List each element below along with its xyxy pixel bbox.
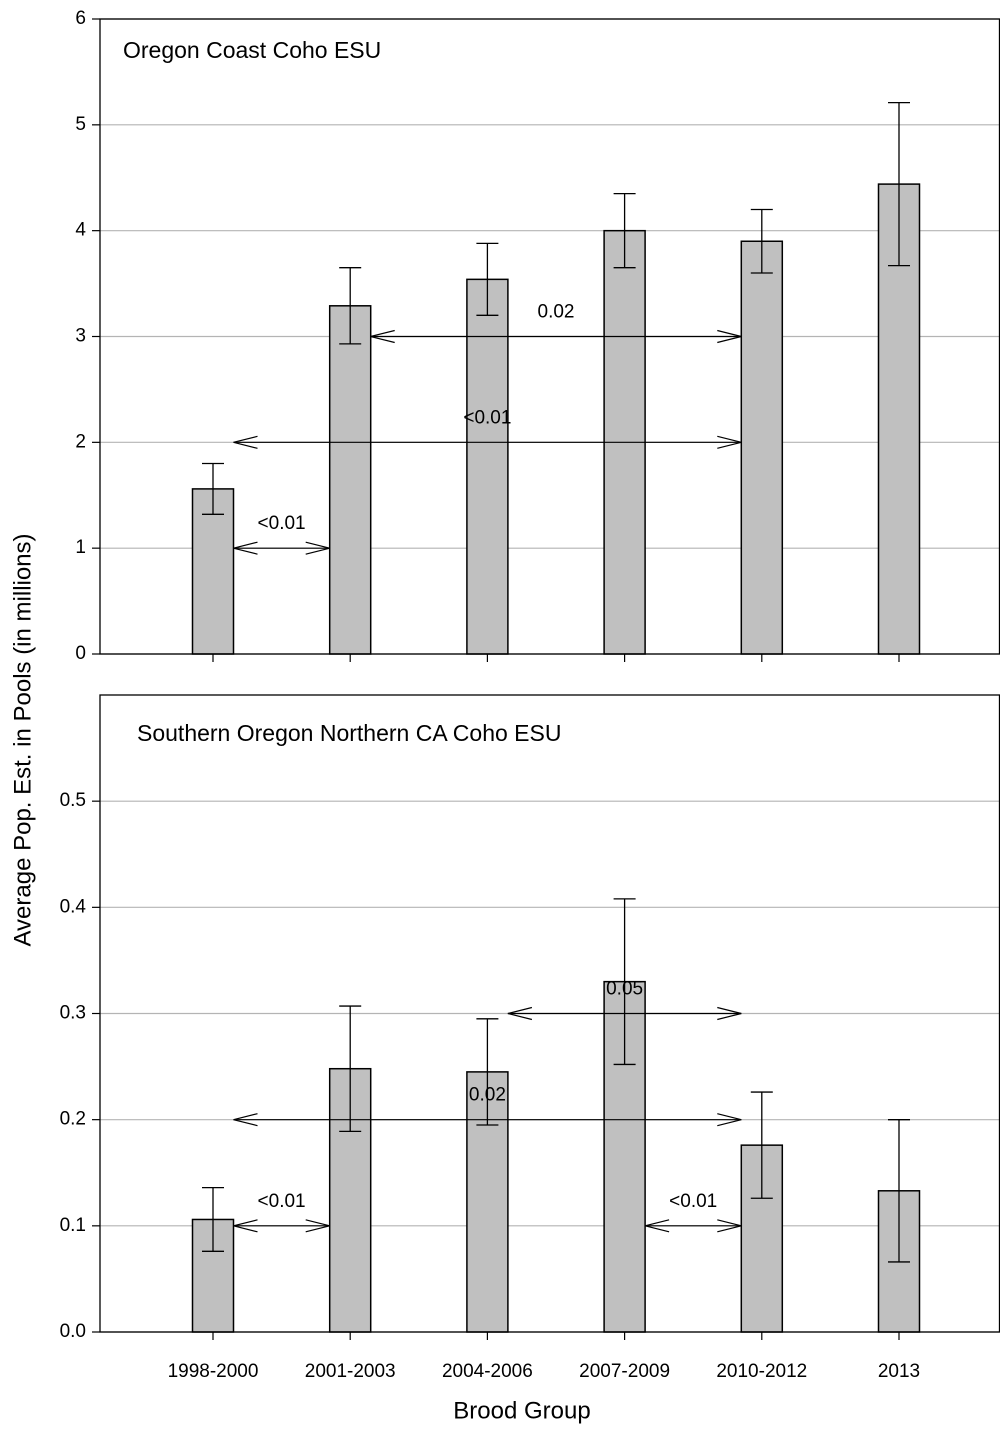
bar — [466, 278, 509, 655]
y-tick-label: 1 — [75, 537, 86, 558]
error-bar — [202, 1186, 224, 1252]
x-tick-label: 2004-2006 — [442, 1361, 533, 1382]
arrow-head — [233, 1113, 258, 1127]
error-bar — [888, 1119, 910, 1263]
y-tick-label: 0.2 — [60, 1109, 86, 1130]
error-bar — [613, 192, 636, 269]
y-tick-label: 0.5 — [60, 790, 86, 811]
error-bar — [476, 242, 499, 316]
x-tick-label: 1998-2000 — [168, 1361, 259, 1382]
y-tick-label: 5 — [75, 114, 86, 135]
y-tick-label: 4 — [75, 220, 86, 241]
error-bar — [750, 1091, 773, 1199]
x-tick-label: 2010-2012 — [716, 1361, 807, 1382]
error-bar — [613, 898, 636, 1066]
significance-label: <0.01 — [669, 1191, 717, 1212]
arrow-head — [717, 329, 742, 344]
arrow-head — [507, 1006, 533, 1021]
arrow-head — [644, 1219, 670, 1233]
arrow-head — [233, 541, 258, 555]
error-bar — [202, 462, 224, 515]
error-bar — [339, 267, 362, 345]
bar — [740, 240, 784, 655]
error-bar — [750, 208, 773, 274]
y-tick-label: 0 — [75, 643, 86, 664]
y-tick-label: 6 — [75, 8, 86, 29]
error-bar — [339, 1005, 362, 1132]
x-tick-label: 2013 — [878, 1361, 920, 1382]
significance-label: 0.05 — [606, 979, 643, 1000]
y-tick-label: 0.4 — [60, 896, 87, 917]
y-tick-label: 3 — [75, 326, 86, 347]
arrow-head — [305, 541, 330, 555]
arrow-head — [717, 435, 742, 449]
arrow-head — [233, 435, 258, 449]
x-tick-label: 2001-2003 — [305, 1361, 396, 1382]
arrow-head — [717, 1113, 742, 1127]
arrow-head — [370, 329, 395, 344]
panel-title: Oregon Coast Coho ESU — [123, 37, 381, 63]
significance-label: <0.01 — [258, 1191, 306, 1212]
y-tick-label: 0.3 — [60, 1003, 86, 1024]
y-axis-label: Average Pop. Est. in Pools (in millions) — [9, 533, 36, 946]
x-tick-label: 2007-2009 — [579, 1361, 670, 1382]
significance-label: 0.02 — [469, 1085, 506, 1106]
significance-label: 0.02 — [538, 302, 575, 323]
error-bar — [888, 101, 910, 267]
arrow-head — [233, 1219, 258, 1233]
arrow-head — [717, 1219, 742, 1233]
error-bar — [476, 1018, 499, 1126]
x-axis-label: Brood Group — [453, 1397, 590, 1424]
significance-label: <0.01 — [463, 407, 511, 428]
significance-label: <0.01 — [258, 513, 306, 534]
arrow-head — [717, 1006, 742, 1021]
bar — [328, 305, 372, 655]
y-tick-label: 0.0 — [60, 1321, 86, 1342]
y-tick-label: 2 — [75, 431, 86, 452]
panel-title: Southern Oregon Northern CA Coho ESU — [137, 720, 561, 746]
arrow-head — [305, 1219, 330, 1233]
y-tick-label: 0.1 — [60, 1215, 86, 1236]
